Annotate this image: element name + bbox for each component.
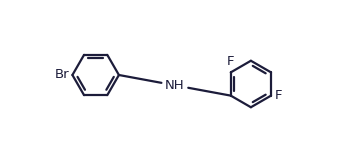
Text: Br: Br xyxy=(55,69,69,81)
Text: F: F xyxy=(275,89,283,102)
Text: NH: NH xyxy=(165,79,184,92)
Text: F: F xyxy=(227,55,235,68)
